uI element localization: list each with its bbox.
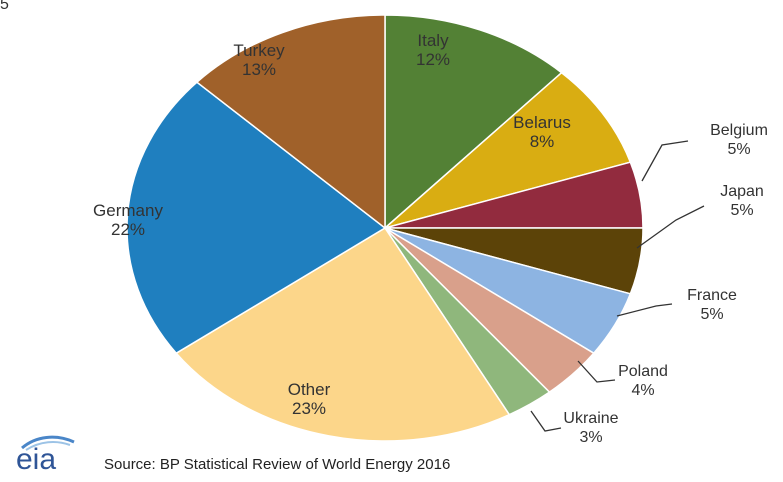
pie-slices: [127, 15, 643, 441]
slice-value-italy: 12%: [416, 50, 450, 69]
slice-label-other: Other: [288, 380, 331, 399]
slice-value-turkey: 13%: [242, 60, 276, 79]
slice-label-japan: Japan: [720, 183, 764, 200]
eia-logo-text: eia: [16, 443, 56, 474]
slice-label-germany: Germany: [93, 201, 163, 220]
slice-value-poland: 4%: [631, 382, 654, 399]
leader-line-belgium: [642, 141, 688, 181]
slice-label-belarus: Belarus: [513, 113, 571, 132]
slice-label-poland: Poland: [618, 363, 668, 380]
eia-logo-icon: eia: [12, 434, 84, 474]
slice-value-belarus: 8%: [530, 132, 555, 151]
slice-value-belgium: 5%: [727, 141, 750, 158]
slice-value-other: 23%: [292, 399, 326, 418]
leader-line-japan: [637, 206, 704, 248]
slice-label-ukraine: Ukraine: [563, 410, 618, 427]
source-note: Source: BP Statistical Review of World E…: [104, 456, 450, 473]
slice-label-turkey: Turkey: [233, 41, 285, 60]
slice-label-belgium: Belgium: [710, 122, 768, 139]
slice-label-france: France: [687, 287, 737, 304]
leader-line-ukraine: [531, 411, 561, 431]
slice-label-italy: Italy: [417, 31, 449, 50]
slice-value-japan: 5%: [730, 202, 753, 219]
footer: eia Source: BP Statistical Review of Wor…: [12, 434, 712, 474]
slice-value-germany: 22%: [111, 220, 145, 239]
slice-value-france: 5%: [700, 306, 723, 323]
